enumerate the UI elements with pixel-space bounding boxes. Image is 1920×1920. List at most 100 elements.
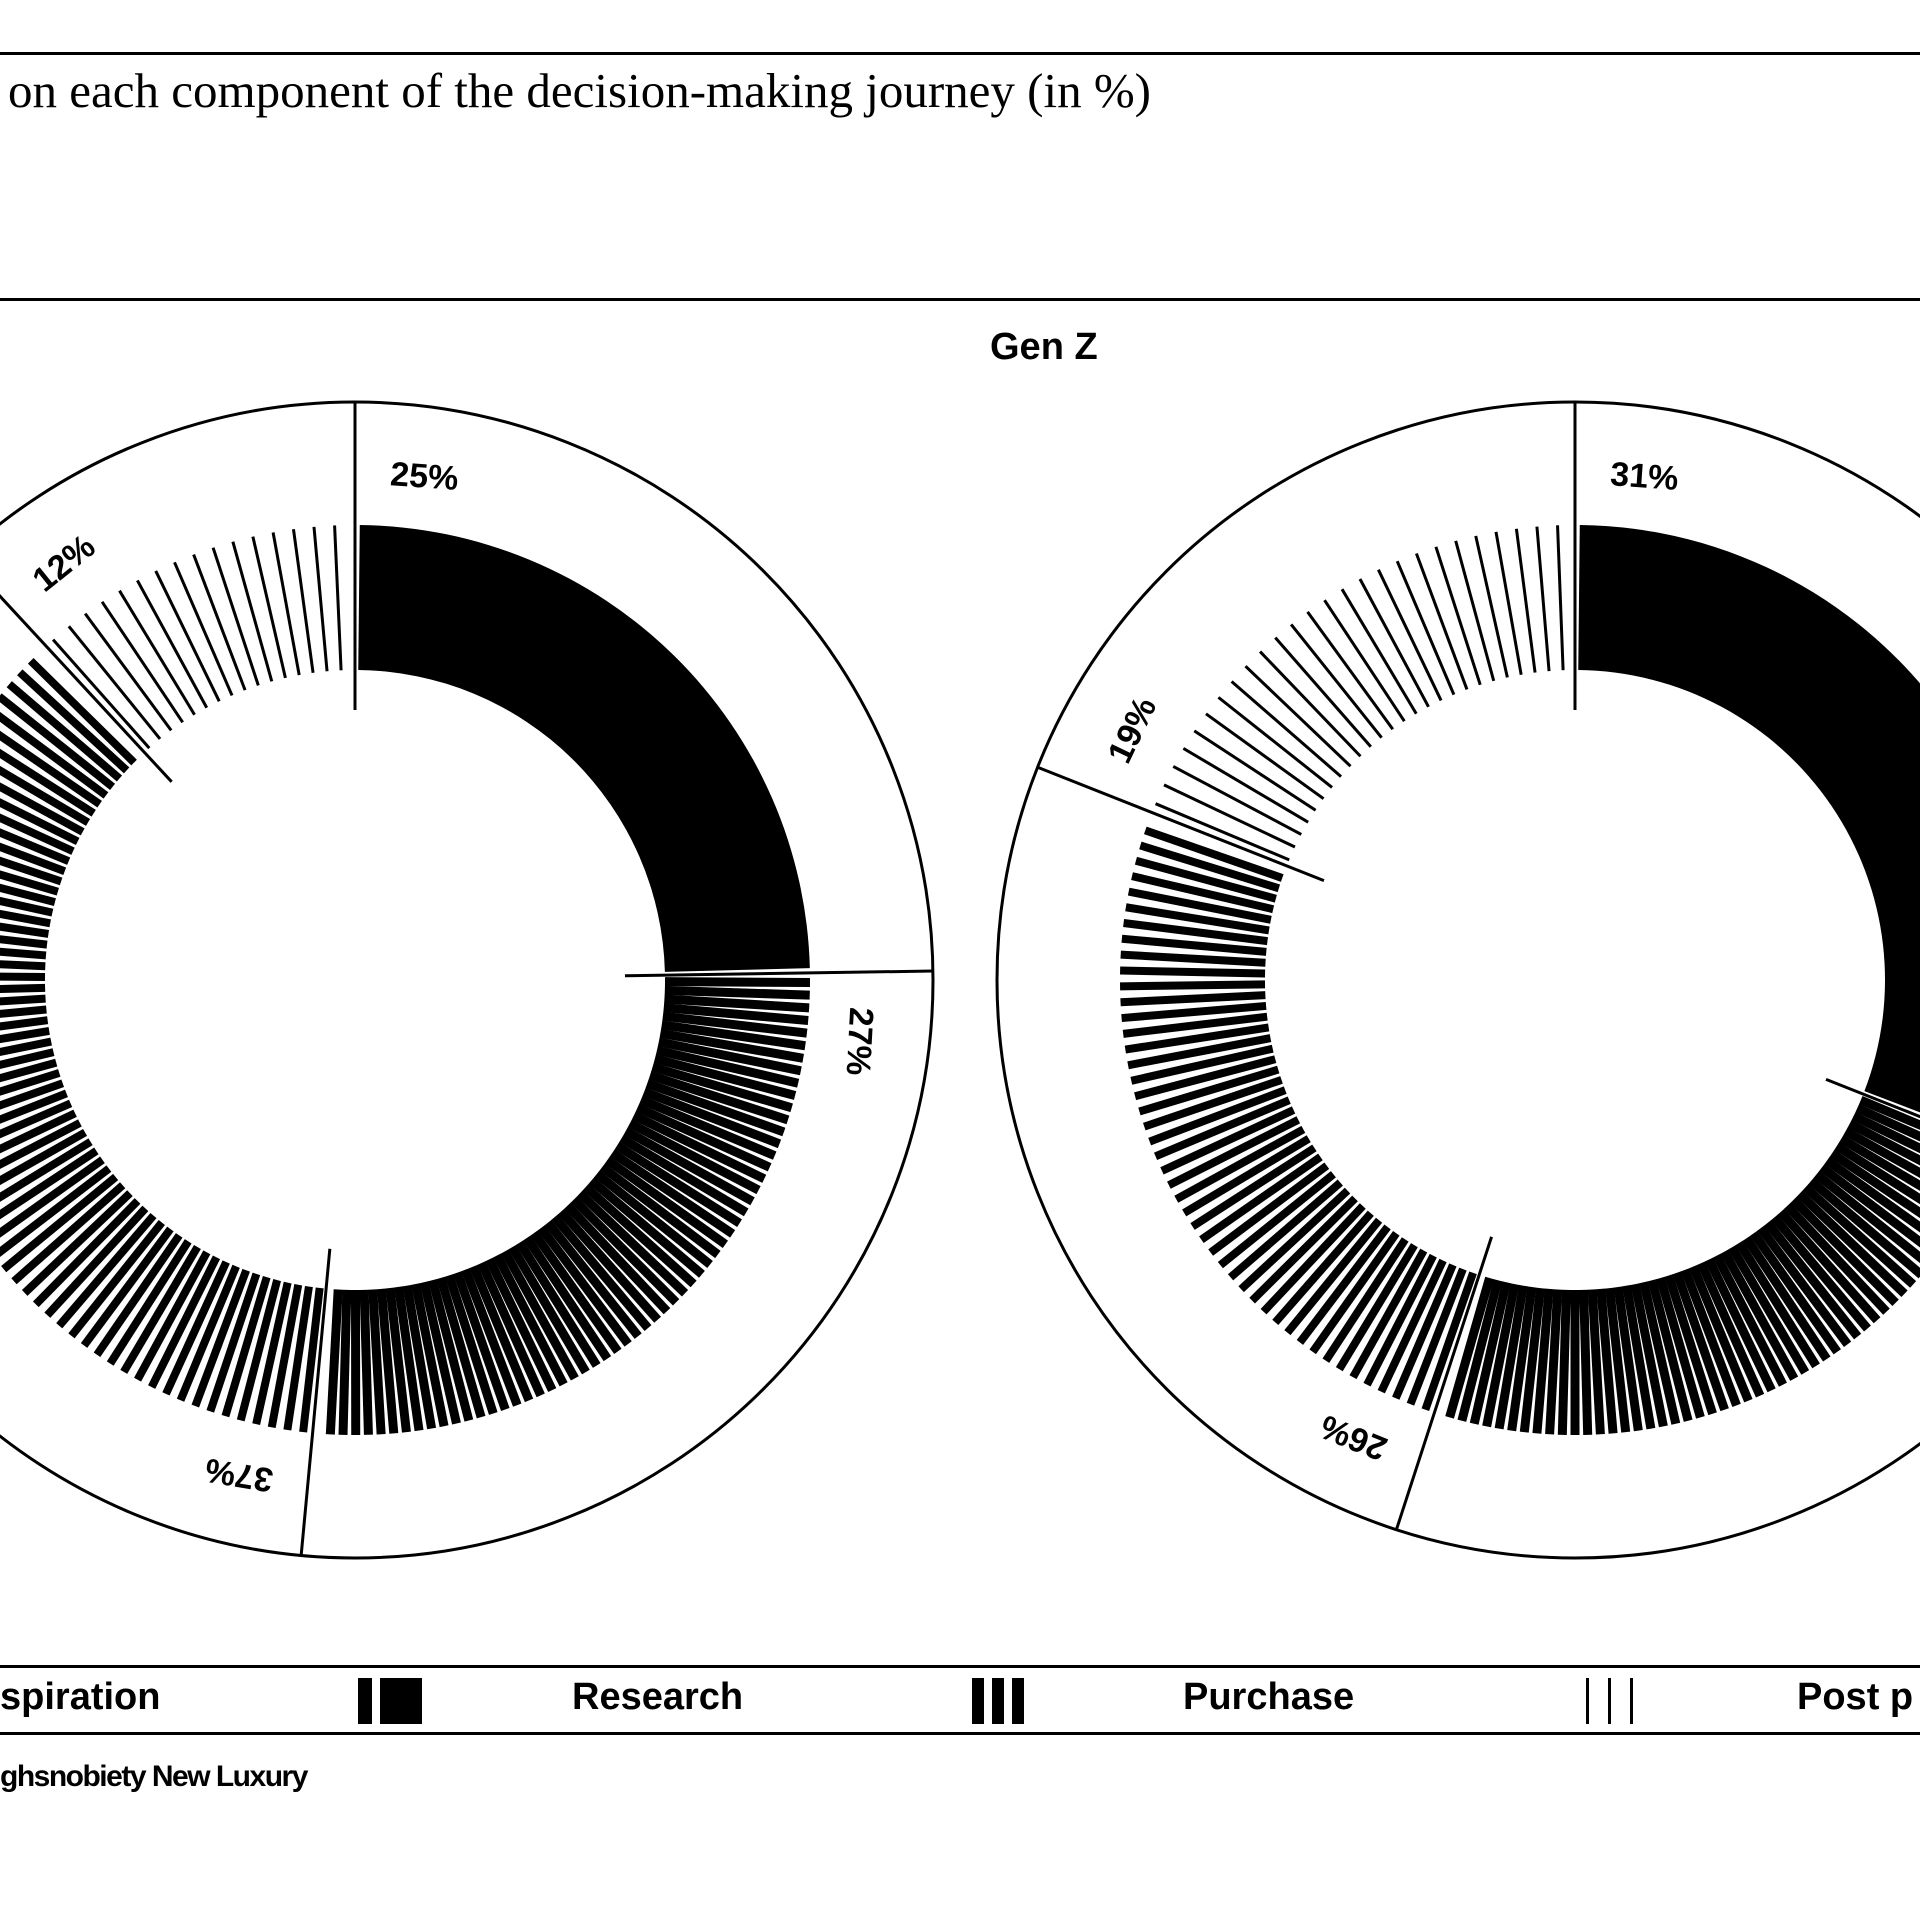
slice-tick	[402, 1284, 437, 1430]
slice-tick	[0, 1099, 73, 1139]
slice-tick	[32, 1198, 141, 1308]
slice-tick	[376, 1288, 399, 1434]
slice-tick	[1134, 1055, 1277, 1101]
slice-tick	[0, 765, 91, 826]
slice-tick	[291, 528, 315, 674]
slice-tick	[1160, 1106, 1296, 1175]
slice-tick	[1120, 966, 1266, 978]
slice-tick	[1296, 1224, 1391, 1345]
slice-tick	[1208, 1162, 1330, 1256]
slice-tick	[428, 1279, 474, 1422]
slice-tick	[0, 782, 85, 836]
slice-tick	[1124, 1023, 1270, 1054]
slice-tick	[1131, 872, 1275, 914]
slice-tick	[1244, 665, 1352, 768]
slice-tick	[1514, 528, 1537, 673]
slice-tick	[1843, 1127, 1920, 1178]
slice-tick	[1249, 1195, 1358, 1304]
slice-divider	[0, 594, 173, 783]
slice-tick	[1392, 1263, 1457, 1400]
slice-tick	[0, 1005, 47, 1018]
slice-tick	[1182, 747, 1309, 824]
slice-tick	[619, 1134, 749, 1217]
slice-tick	[1630, 1283, 1668, 1428]
slice-tick	[231, 541, 274, 682]
slice-tick	[0, 1079, 65, 1110]
slice-fill	[1578, 525, 1920, 1113]
slice-tick	[1696, 1261, 1765, 1398]
slice-fill	[358, 525, 810, 972]
slice-tick	[419, 1281, 461, 1425]
slice-tick	[0, 994, 46, 1006]
slice-tick	[1482, 1283, 1520, 1428]
slice-tick	[604, 1156, 728, 1248]
slice-tick	[663, 1003, 809, 1025]
slice-label-post-purchase: 12%	[26, 527, 103, 599]
slice-tick	[1596, 1288, 1618, 1434]
slice-tick	[1309, 1231, 1400, 1355]
slice-tick	[0, 1128, 88, 1186]
slice-tick	[657, 1037, 802, 1076]
slice-tick	[1587, 1289, 1605, 1435]
slice-tick	[1258, 650, 1362, 758]
slice-tick	[0, 960, 46, 971]
slice-label-purchase: 37%	[202, 1450, 275, 1499]
slice-tick	[0, 922, 50, 938]
slice-tick	[1167, 1116, 1301, 1189]
slice-tick	[1323, 599, 1406, 723]
slice-tick	[1217, 696, 1333, 789]
slice-tick	[385, 1287, 411, 1433]
slice-tick	[609, 1149, 736, 1238]
slice-post-purchase: 19%	[1101, 525, 1565, 862]
slice-tick	[623, 1126, 755, 1206]
chart-caption: on each component of the decision-making…	[8, 63, 1151, 118]
donut-chart-2: 31% 26% 19%	[995, 400, 1920, 1560]
slice-tick	[1783, 1202, 1890, 1315]
slice-tick	[136, 579, 209, 709]
slice-tick	[251, 536, 287, 679]
legend-label-research: Research	[572, 1676, 744, 1718]
slice-tick	[1289, 623, 1383, 739]
slice-tick	[1421, 1271, 1477, 1412]
slice-tick	[1704, 1257, 1776, 1393]
slice-tick	[1163, 783, 1296, 849]
slice-tick	[1138, 1065, 1280, 1116]
slice-tick	[1802, 1184, 1917, 1288]
slice-tick	[444, 1273, 498, 1415]
slice-tick	[11, 1182, 126, 1285]
slice-tick	[659, 1028, 804, 1063]
slice-tick	[0, 1147, 99, 1220]
slice-tick	[17, 669, 130, 774]
slice-tick	[1377, 1258, 1447, 1394]
slice-tick	[453, 1271, 510, 1411]
slice-tick	[0, 1026, 50, 1044]
slice-tick	[1154, 802, 1290, 862]
slice-tick	[1796, 1190, 1908, 1298]
slice-tick	[1494, 531, 1523, 675]
slice-tick	[56, 1212, 157, 1329]
slice-tick	[614, 1141, 742, 1227]
slice-tick	[0, 711, 109, 799]
slice-tick	[436, 1276, 486, 1419]
slice-tick	[0, 1048, 55, 1070]
slice-tick	[1557, 1289, 1571, 1435]
slice-tick	[1335, 1243, 1418, 1372]
slice-tick	[582, 1183, 697, 1288]
slice-tick	[1154, 1096, 1291, 1161]
slice-tick	[1434, 546, 1482, 686]
slice-tick	[191, 1268, 250, 1408]
slice-tick	[515, 1240, 601, 1368]
slice-tick	[192, 554, 247, 691]
slice-tick	[594, 1170, 713, 1269]
slice-tick	[0, 1069, 61, 1096]
slice-tick	[1757, 1225, 1852, 1348]
slice-tick	[1130, 1044, 1274, 1085]
slice-tick	[252, 1281, 292, 1426]
slice-tick	[44, 1205, 149, 1318]
slice-tick	[1230, 680, 1343, 778]
slice-tick	[299, 1287, 324, 1433]
slice-tick	[51, 638, 151, 750]
slice-tick	[1363, 1253, 1437, 1387]
slice-tick	[0, 842, 67, 875]
slice-tick	[134, 1250, 211, 1382]
